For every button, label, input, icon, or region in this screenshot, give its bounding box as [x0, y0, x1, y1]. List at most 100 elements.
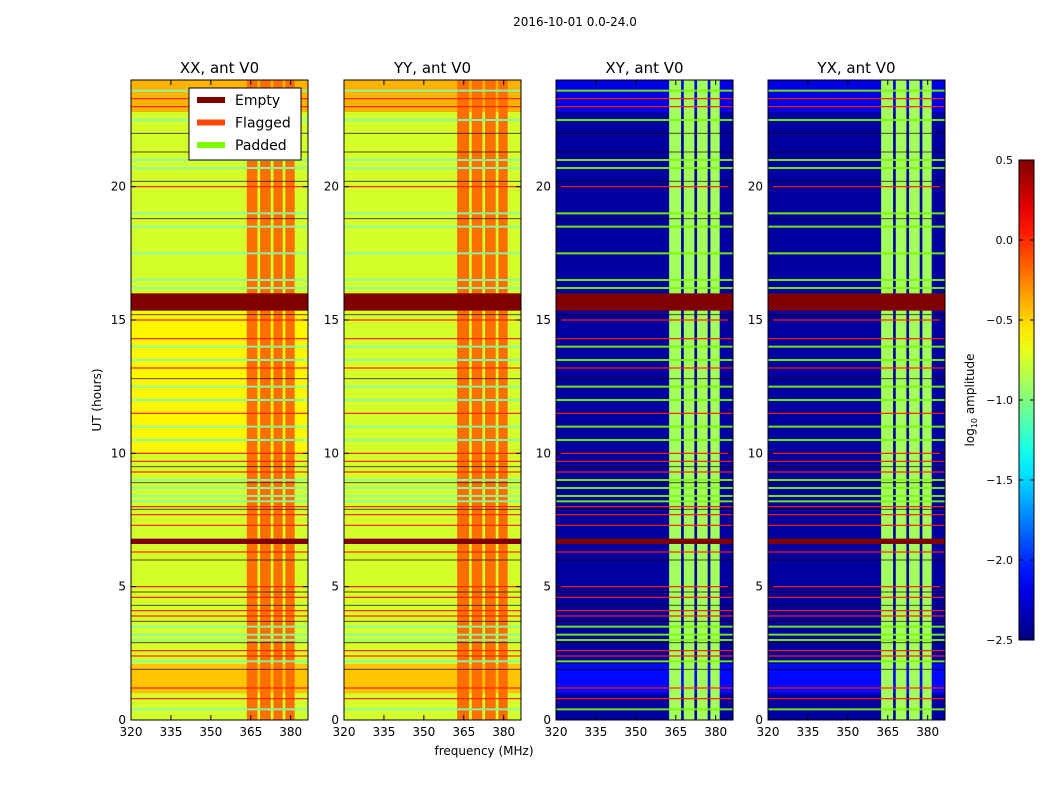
flagged-row	[768, 98, 945, 100]
flagged-row	[768, 460, 945, 462]
empty-line	[344, 642, 521, 644]
x-tick-label: 365	[452, 725, 475, 739]
panel-1: YY, ant V0 320 335 350 365 380 0 5 10 15 20	[324, 59, 522, 739]
colorbar-tick-label: −2.5	[986, 634, 1013, 647]
empty-row	[131, 538, 308, 544]
y-tick-label: 0	[755, 713, 763, 727]
flagged-row	[768, 586, 945, 588]
flagged-row	[131, 460, 308, 462]
flagged-row	[131, 610, 308, 612]
padded-row	[556, 660, 733, 663]
padded-row	[556, 89, 733, 92]
empty-row	[344, 293, 521, 311]
y-tick-label: 15	[536, 313, 551, 327]
empty-row	[344, 538, 521, 544]
flagged-row	[344, 524, 521, 526]
x-tick-label: 380	[492, 725, 515, 739]
padded-row	[131, 287, 308, 289]
flagged-row	[768, 367, 945, 369]
flagged-row	[344, 452, 521, 454]
x-tick-label: 335	[372, 725, 395, 739]
flagged-row	[768, 524, 945, 526]
empty-line	[344, 180, 521, 182]
flagged-row	[768, 655, 945, 657]
y-tick-label: 10	[111, 446, 126, 460]
empty-line	[768, 604, 945, 606]
padded-row	[768, 625, 945, 628]
padded-row	[344, 439, 521, 441]
padded-row	[556, 252, 733, 255]
padded-row	[344, 212, 521, 215]
empty-line	[131, 508, 308, 510]
flagged-row	[768, 610, 945, 612]
flagged-row	[556, 586, 733, 588]
padded-row	[131, 252, 308, 255]
y-tick-label: 15	[748, 313, 763, 327]
padded-row	[344, 119, 521, 121]
padded-row	[344, 500, 521, 503]
empty-line	[344, 482, 521, 484]
empty-line	[768, 620, 945, 622]
padded-row	[131, 495, 308, 497]
padded-row	[556, 639, 733, 641]
padded-row	[344, 359, 521, 361]
y-tick-label: 20	[111, 180, 126, 194]
empty-line	[768, 642, 945, 644]
flagged-row	[344, 471, 521, 473]
flagged-row	[131, 319, 308, 321]
empty-line	[344, 668, 521, 670]
legend-label: Empty	[235, 93, 280, 109]
empty-line	[768, 591, 945, 593]
padded-row	[131, 487, 308, 489]
y-tick-label: 20	[324, 180, 339, 194]
empty-line	[556, 151, 733, 153]
padded-row	[556, 479, 733, 481]
y-tick-label: 5	[331, 580, 339, 594]
x-tick-label: 365	[876, 725, 899, 739]
flagged-row	[556, 514, 733, 516]
flagged-row	[131, 338, 308, 340]
padded-row	[344, 708, 521, 711]
legend-swatch	[197, 142, 225, 148]
empty-line	[344, 132, 521, 134]
y-tick-label: 0	[543, 713, 551, 727]
flagged-row	[131, 551, 308, 553]
x-tick-label: 335	[159, 725, 182, 739]
padded-row	[556, 359, 733, 361]
padded-row	[556, 119, 733, 121]
padded-row	[344, 479, 521, 481]
flagged-row	[768, 650, 945, 652]
empty-line	[556, 668, 733, 670]
flagged-row	[768, 698, 945, 700]
empty-line	[344, 466, 521, 468]
empty-line	[344, 314, 521, 316]
flagged-row	[344, 338, 521, 340]
flagged-row	[556, 698, 733, 700]
padded-row	[344, 625, 521, 628]
flagged-row	[768, 596, 945, 598]
flagged-row	[556, 615, 733, 617]
flagged-row	[131, 186, 308, 188]
flagged-row	[768, 471, 945, 473]
empty-line	[344, 378, 521, 380]
empty-line	[768, 218, 945, 220]
x-tick-label: 365	[664, 725, 687, 739]
padded-row	[131, 399, 308, 401]
empty-line	[131, 314, 308, 316]
x-tick-label: 380	[916, 725, 939, 739]
flagged-row	[768, 186, 945, 188]
suptitle: 2016-10-01 0.0-24.0	[513, 15, 637, 29]
empty-line	[131, 218, 308, 220]
flagged-row	[344, 655, 521, 657]
padded-row	[131, 500, 308, 503]
colorbar-tick-label: −1.5	[986, 474, 1013, 487]
flagged-row	[344, 610, 521, 612]
padded-row	[768, 212, 945, 215]
y-tick-label: 15	[111, 313, 126, 327]
padded-row	[131, 385, 308, 388]
x-tick-label: 320	[757, 725, 780, 739]
flagged-row	[131, 412, 308, 414]
padded-row	[556, 159, 733, 161]
flagged-row	[556, 106, 733, 108]
empty-row	[556, 293, 733, 311]
